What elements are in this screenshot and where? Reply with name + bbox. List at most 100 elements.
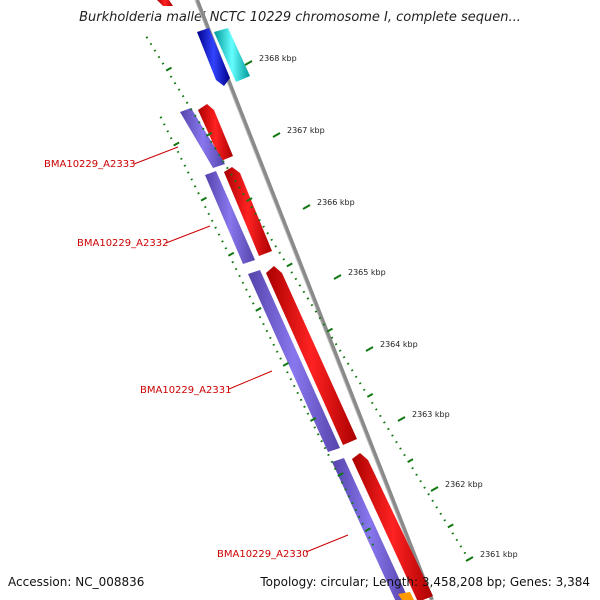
minor-tick — [427, 493, 430, 496]
inner-minor-tick — [193, 185, 197, 188]
tick-label-2365: 2365 kbp — [348, 268, 386, 277]
minor-tick — [451, 532, 455, 535]
inner-minor-tick — [258, 316, 262, 319]
inner-minor-tick — [347, 495, 351, 498]
inner-minor-tick — [354, 508, 358, 512]
tick-mark-2367 — [272, 132, 281, 138]
minor-tick — [290, 271, 294, 274]
minor-tick — [314, 310, 318, 313]
minor-tick — [274, 245, 277, 248]
inner-minor-tick — [186, 171, 190, 174]
inner-major-tick — [364, 527, 372, 533]
minor-tick — [302, 290, 306, 294]
outer-tick-ring — [145, 36, 471, 561]
tick-label-2363: 2363 kbp — [412, 410, 450, 419]
major-tick — [326, 327, 334, 333]
minor-tick — [230, 173, 233, 176]
minor-tick — [177, 88, 181, 91]
tick-labels: 2368 kbp 2367 kbp 2366 kbp 2365 kbp 2364 kbp… — [244, 54, 518, 562]
inner-minor-tick — [176, 150, 180, 154]
inner-major-tick — [200, 196, 207, 202]
inner-minor-tick — [303, 405, 306, 408]
inner-major-tick — [173, 141, 180, 147]
gene-bar-1 — [180, 108, 225, 168]
minor-tick — [411, 466, 414, 470]
inner-tick-ring — [159, 116, 375, 546]
minor-tick — [403, 453, 406, 457]
gene-bar-3 — [248, 270, 340, 452]
inner-minor-tick — [248, 295, 252, 298]
minor-tick — [254, 212, 257, 215]
minor-tick — [399, 447, 402, 450]
minor-tick — [350, 369, 354, 372]
inner-minor-tick — [330, 460, 334, 464]
inner-minor-tick — [272, 343, 276, 346]
major-tick — [407, 458, 414, 463]
minor-tick — [435, 506, 438, 509]
minor-tick — [258, 219, 261, 222]
cds-arrow-1 — [198, 104, 233, 161]
inner-minor-tick — [180, 157, 183, 161]
inner-minor-tick — [361, 522, 364, 526]
minor-tick — [262, 225, 265, 228]
backbone-line — [195, 0, 434, 600]
tick-mark-2366 — [302, 204, 311, 210]
inner-minor-tick — [306, 412, 310, 415]
inner-minor-tick — [245, 288, 248, 291]
inner-minor-tick — [333, 467, 337, 470]
inner-minor-tick — [269, 336, 272, 340]
minor-tick — [294, 277, 298, 281]
map-title: Burkholderia mallei NCTC 10229 chromosom… — [79, 10, 521, 25]
tick-label-2366: 2366 kbp — [317, 198, 355, 207]
inner-minor-tick — [169, 136, 173, 140]
minor-tick — [379, 414, 382, 418]
minor-tick — [310, 303, 314, 307]
inner-minor-tick — [204, 205, 207, 209]
inner-minor-tick — [214, 226, 217, 229]
minor-tick — [197, 121, 201, 124]
inner-minor-tick — [327, 453, 330, 457]
minor-tick — [346, 362, 350, 365]
minor-tick — [455, 538, 459, 542]
gene-label-a2332: BMA10229_A2332 — [77, 238, 168, 249]
minor-tick — [439, 512, 443, 516]
minor-tick — [431, 499, 434, 502]
minor-tick — [181, 95, 185, 98]
major-tick — [205, 132, 213, 137]
tick-label-2364: 2364 kbp — [380, 340, 418, 349]
minor-tick — [169, 75, 173, 78]
inner-minor-tick — [286, 371, 289, 374]
summary-text: Topology: circular; Length: 3,458,208 bp… — [260, 575, 590, 589]
minor-tick — [419, 480, 422, 483]
tick-label-2367: 2367 kbp — [287, 126, 325, 135]
inner-minor-tick — [316, 433, 320, 436]
minor-tick — [173, 81, 177, 85]
inner-minor-tick — [231, 260, 234, 264]
minor-tick — [443, 519, 447, 522]
cds-arrow-3 — [266, 266, 357, 445]
inner-minor-tick — [224, 247, 228, 250]
red-feature-top — [157, 0, 173, 6]
minor-tick — [222, 160, 225, 163]
minor-tick — [238, 186, 241, 189]
minor-tick — [391, 434, 394, 437]
minor-tick — [270, 238, 273, 241]
minor-tick — [342, 356, 346, 359]
inner-minor-tick — [234, 267, 238, 271]
minor-tick — [250, 205, 253, 209]
inner-minor-tick — [241, 281, 245, 284]
inner-minor-tick — [238, 274, 241, 278]
minor-tick — [395, 440, 398, 444]
inner-minor-tick — [279, 357, 282, 360]
major-tick — [165, 66, 173, 72]
tick-mark-2361 — [465, 556, 474, 562]
inner-minor-tick — [197, 192, 200, 195]
inner-minor-tick — [163, 123, 166, 126]
accession-text: Accession: NC_008836 — [8, 575, 145, 589]
inner-minor-tick — [159, 116, 163, 119]
gene-label-group: BMA10229_A2333 BMA10229_A2332 BMA10229_A… — [44, 146, 349, 560]
minor-tick — [226, 166, 229, 170]
inner-minor-tick — [221, 240, 224, 243]
minor-tick — [278, 251, 282, 255]
